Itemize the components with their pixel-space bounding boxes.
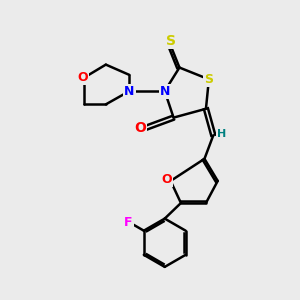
Text: S: S bbox=[166, 34, 176, 48]
Text: O: O bbox=[134, 121, 146, 135]
Text: O: O bbox=[162, 173, 172, 186]
Text: N: N bbox=[160, 85, 170, 98]
Text: F: F bbox=[124, 216, 133, 229]
Text: S: S bbox=[204, 73, 213, 86]
Text: H: H bbox=[217, 129, 226, 139]
Text: O: O bbox=[77, 71, 88, 84]
Text: N: N bbox=[124, 85, 135, 98]
